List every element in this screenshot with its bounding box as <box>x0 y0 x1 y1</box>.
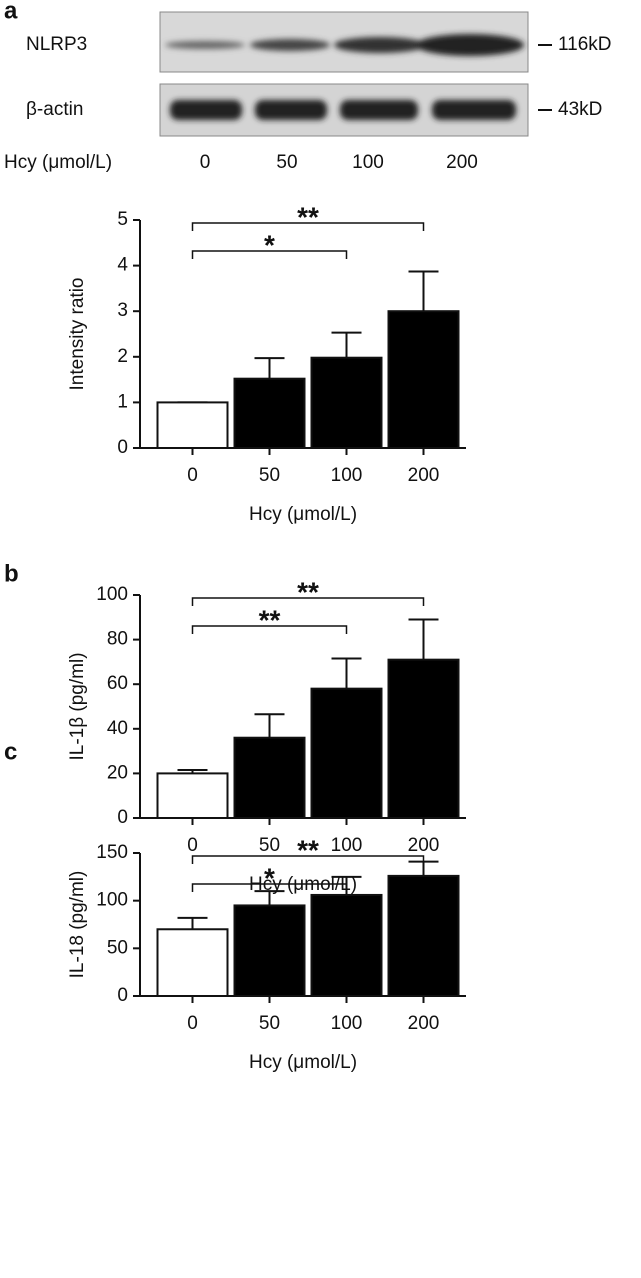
y-tick-label: 20 <box>107 762 128 783</box>
y-tick-label: 60 <box>107 673 128 694</box>
x-tick-label: 100 <box>331 465 363 486</box>
x-tick-label: 100 <box>331 1013 363 1034</box>
panel-label: a <box>4 0 18 24</box>
bar <box>310 356 383 450</box>
lane-label: 100 <box>352 152 384 173</box>
y-tick-label: 50 <box>107 937 128 958</box>
y-tick-label: 0 <box>117 437 128 458</box>
x-tick-label: 50 <box>259 465 280 486</box>
y-tick-label: 5 <box>117 209 128 230</box>
bar <box>233 377 306 449</box>
panel-label: c <box>4 738 17 765</box>
y-tick-label: 4 <box>117 255 128 276</box>
significance-label: ** <box>297 834 319 865</box>
y-tick-label: 3 <box>117 300 128 321</box>
x-tick-label: 100 <box>331 835 363 856</box>
y-axis-label: IL-1β (pg/ml) <box>67 652 88 760</box>
blot-xlabel: Hcy (μmol/L) <box>4 152 112 173</box>
bar <box>233 904 306 998</box>
y-tick-label: 40 <box>107 718 128 739</box>
y-tick-label: 1 <box>117 391 128 412</box>
bar <box>156 772 229 820</box>
significance-bracket <box>191 222 425 231</box>
y-tick-label: 100 <box>96 584 128 605</box>
y-tick-label: 100 <box>96 890 128 911</box>
bar <box>387 310 460 450</box>
lane-label: 200 <box>446 152 478 173</box>
bar <box>310 893 383 997</box>
blot-bands <box>165 34 524 120</box>
significance-label: * <box>264 229 275 260</box>
x-tick-label: 50 <box>259 1013 280 1034</box>
significance-bracket <box>191 855 425 864</box>
significance-bracket <box>191 883 348 892</box>
bar <box>233 736 306 819</box>
bar <box>156 401 229 449</box>
blot-row-name: NLRP3 <box>26 34 87 55</box>
bar <box>310 687 383 819</box>
y-tick-label: 0 <box>117 985 128 1006</box>
lane-label: 50 <box>276 152 297 173</box>
y-tick-label: 2 <box>117 346 128 367</box>
x-tick-label: 0 <box>187 835 198 856</box>
panel-label: b <box>4 560 19 587</box>
significance-bracket <box>191 250 348 259</box>
x-axis-label: Hcy (μmol/L) <box>249 1052 357 1073</box>
bar <box>387 874 460 998</box>
x-tick-label: 200 <box>408 835 440 856</box>
lane-label: 0 <box>200 152 211 173</box>
bar <box>156 928 229 997</box>
blot-row-name: β-actin <box>26 99 83 120</box>
x-tick-label: 200 <box>408 465 440 486</box>
significance-bracket <box>191 625 348 634</box>
blot-size: 116kD <box>558 34 612 55</box>
y-axis-label: Intensity ratio <box>67 278 88 391</box>
y-tick-label: 80 <box>107 629 128 650</box>
bar <box>387 658 460 819</box>
y-tick-label: 0 <box>117 807 128 828</box>
significance-label: ** <box>297 201 319 232</box>
y-tick-label: 150 <box>96 842 128 863</box>
blot-size: 43kD <box>558 99 602 120</box>
significance-label: * <box>264 862 275 893</box>
x-tick-label: 0 <box>187 1013 198 1034</box>
x-tick-label: 0 <box>187 465 198 486</box>
significance-label: ** <box>259 604 281 635</box>
x-tick-label: 200 <box>408 1013 440 1034</box>
x-axis-label: Hcy (μmol/L) <box>249 504 357 525</box>
x-tick-label: 50 <box>259 835 280 856</box>
y-axis-label: IL-18 (pg/ml) <box>67 871 88 979</box>
significance-label: ** <box>297 576 319 607</box>
significance-bracket <box>191 597 425 606</box>
